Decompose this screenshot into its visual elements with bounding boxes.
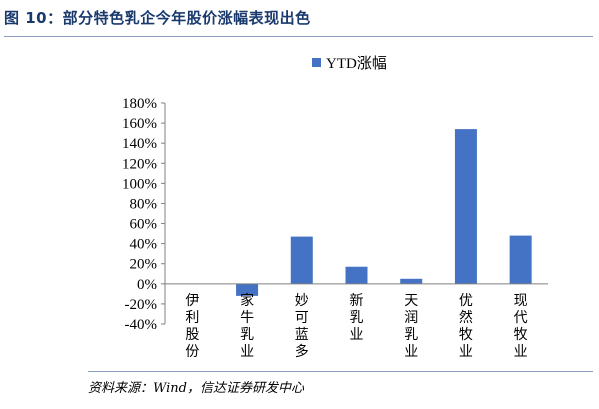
svg-text:业: 业 — [350, 327, 364, 343]
svg-text:天: 天 — [404, 293, 418, 309]
y-tick-label: 40% — [130, 237, 158, 253]
y-tick-label: 60% — [130, 217, 158, 233]
svg-text:可: 可 — [295, 310, 309, 326]
svg-text:然: 然 — [459, 309, 473, 326]
svg-text:蓝: 蓝 — [295, 327, 309, 343]
y-tick-label: 100% — [122, 176, 157, 192]
svg-text:代: 代 — [514, 310, 528, 326]
y-axis: -40% -20% 0% 20% 40% 60% 80% 100% 120% 140% 160% 18… — [122, 96, 166, 333]
bar — [509, 235, 532, 284]
svg-text:润: 润 — [404, 310, 418, 326]
svg-text:份: 份 — [185, 344, 199, 360]
svg-text:优: 优 — [459, 293, 473, 309]
svg-text:业: 业 — [404, 344, 418, 360]
source-rule — [88, 371, 593, 372]
bar — [236, 283, 259, 296]
svg-text:业: 业 — [459, 344, 473, 360]
svg-text:牧: 牧 — [514, 327, 528, 343]
title-rule — [4, 36, 593, 37]
svg-text:新: 新 — [350, 293, 364, 309]
x-tick-label: 新乳业 — [350, 293, 364, 343]
bar — [400, 278, 423, 284]
y-tick-label: 160% — [122, 116, 157, 132]
svg-text:乳: 乳 — [240, 327, 254, 343]
bars — [236, 129, 532, 296]
y-tick-label: -40% — [125, 317, 158, 333]
figure-title: 图 10：部分特色乳企今年股价涨幅表现出色 — [4, 9, 311, 27]
y-tick-label: 0% — [137, 277, 157, 293]
svg-text:乳: 乳 — [404, 327, 418, 343]
svg-text:股: 股 — [185, 327, 199, 343]
bar — [290, 236, 313, 284]
bar — [454, 129, 477, 284]
y-tick-label: -20% — [125, 297, 158, 313]
svg-text:牧: 牧 — [459, 327, 473, 343]
svg-text:业: 业 — [514, 344, 528, 360]
legend-swatch — [312, 58, 321, 67]
bar — [345, 266, 368, 284]
y-tick-label: 180% — [122, 96, 157, 112]
svg-text:多: 多 — [295, 343, 309, 360]
legend-label: YTD涨幅 — [326, 55, 387, 72]
svg-text:乳: 乳 — [350, 310, 364, 326]
svg-text:现: 现 — [514, 293, 528, 309]
source-note: 资料来源：Wind，信达证券研发中心 — [88, 381, 304, 396]
y-tick-label: 80% — [130, 196, 158, 212]
y-tick-label: 20% — [130, 257, 158, 273]
svg-text:业: 业 — [240, 344, 254, 360]
y-tick-label: 120% — [122, 156, 157, 172]
svg-text:牛: 牛 — [240, 310, 254, 326]
svg-text:家: 家 — [240, 292, 254, 309]
legend: YTD涨幅 — [312, 55, 387, 72]
svg-text:伊: 伊 — [185, 293, 199, 309]
svg-text:利: 利 — [185, 310, 199, 326]
svg-text:妙: 妙 — [295, 293, 309, 309]
y-tick-label: 140% — [122, 136, 157, 152]
